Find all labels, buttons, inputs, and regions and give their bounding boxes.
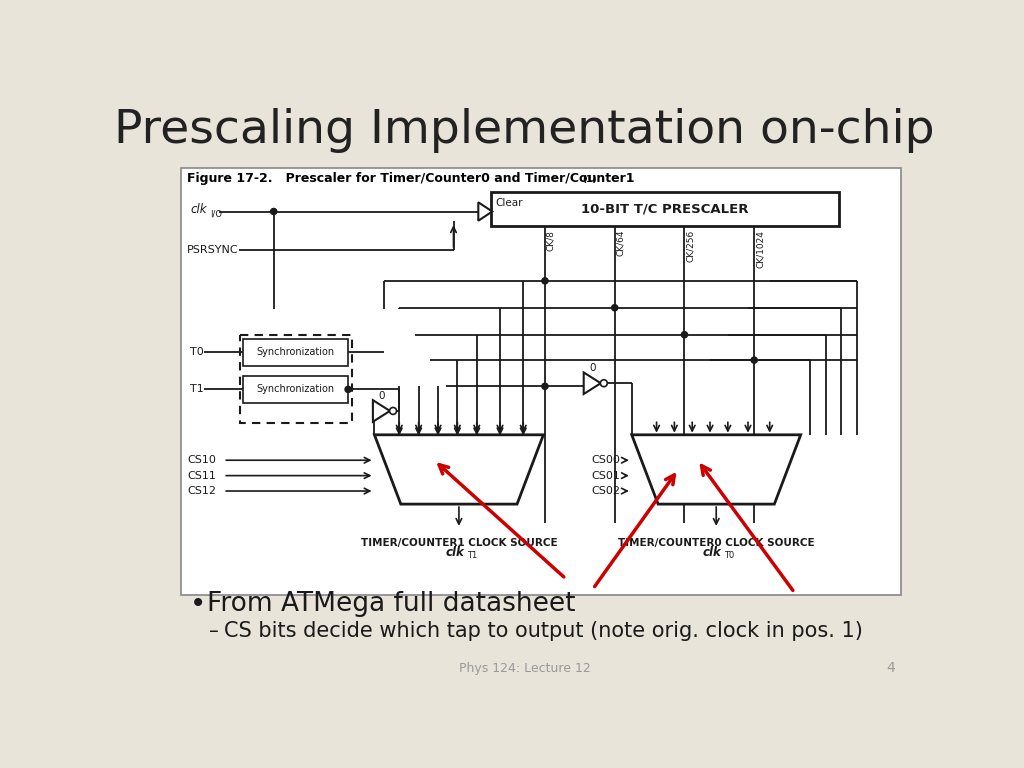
Text: T0: T0 [724,551,734,560]
Text: Synchronization: Synchronization [256,347,335,357]
Polygon shape [478,202,493,220]
Text: CS01: CS01 [592,471,621,481]
Text: PSRSYNC: PSRSYNC [187,245,239,255]
Polygon shape [584,372,601,394]
Text: TIMER/COUNTER1 CLOCK SOURCE: TIMER/COUNTER1 CLOCK SOURCE [360,538,557,548]
Text: T1: T1 [467,551,477,560]
Text: CK/1024: CK/1024 [756,230,765,268]
FancyBboxPatch shape [180,167,901,595]
Polygon shape [373,400,390,422]
Text: clk: clk [702,546,722,559]
Circle shape [611,305,617,311]
Text: 4: 4 [887,661,895,675]
Text: CS bits decide which tap to output (note orig. clock in pos. 1): CS bits decide which tap to output (note… [224,621,863,641]
Text: clk: clk [190,204,207,217]
Text: From ATMega full datasheet: From ATMega full datasheet [207,591,575,617]
Text: CS02: CS02 [592,486,621,496]
Text: TIMER/COUNTER0 CLOCK SOURCE: TIMER/COUNTER0 CLOCK SOURCE [617,538,814,548]
Text: Figure 17-2.   Prescaler for Timer/Counter0 and Timer/Counter1: Figure 17-2. Prescaler for Timer/Counter… [187,172,635,185]
Circle shape [345,386,351,392]
Text: (1): (1) [583,175,597,184]
Bar [243,339,348,366]
Text: Clear: Clear [496,198,523,208]
Text: T1: T1 [190,384,204,395]
Text: CS12: CS12 [187,486,216,496]
Polygon shape [375,435,544,504]
Bar [490,192,840,226]
Text: Prescaling Implementation on-chip: Prescaling Implementation on-chip [115,108,935,153]
Text: T0: T0 [190,347,204,357]
Text: I/O: I/O [210,210,222,218]
Circle shape [600,379,607,386]
Text: CS00: CS00 [592,455,621,465]
Text: –: – [209,621,219,641]
Text: CK/8: CK/8 [547,230,555,251]
Circle shape [751,357,758,363]
Circle shape [270,208,276,214]
Text: 0: 0 [589,362,596,372]
Text: CK/64: CK/64 [616,230,626,257]
Text: CS10: CS10 [187,455,216,465]
Text: Phys 124: Lecture 12: Phys 124: Lecture 12 [459,661,591,674]
Text: 0: 0 [378,391,385,401]
Text: Synchronization: Synchronization [256,384,335,395]
Circle shape [681,332,687,338]
Circle shape [542,278,548,284]
Text: •: • [190,591,206,618]
Circle shape [542,383,548,389]
Polygon shape [632,435,801,504]
Text: CS11: CS11 [187,471,216,481]
Text: clk: clk [445,546,465,559]
Bar [243,376,348,403]
Text: CK/256: CK/256 [686,230,695,262]
Circle shape [389,408,396,415]
Text: 10-BIT T/C PRESCALER: 10-BIT T/C PRESCALER [582,203,749,216]
